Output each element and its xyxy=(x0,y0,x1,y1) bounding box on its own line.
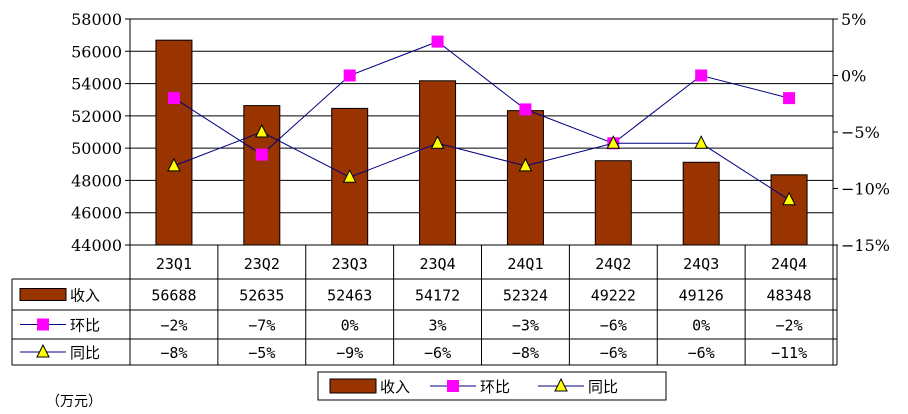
category-label: 23Q2 xyxy=(244,255,280,273)
square-point xyxy=(167,92,180,105)
data-label: 49126 xyxy=(679,287,724,305)
right-axis-tick-label: 5% xyxy=(841,10,866,29)
left-axis-tick-label: 50000 xyxy=(71,139,122,158)
data-label: 54172 xyxy=(415,287,460,305)
right-axis-tick-label: 0% xyxy=(841,67,866,86)
triangle-point xyxy=(255,123,269,138)
row-series-name: 环比 xyxy=(70,317,100,335)
left-axis-tick-label: 58000 xyxy=(71,10,122,29)
legend-label: 收入 xyxy=(380,378,410,396)
row-legend-bar xyxy=(19,288,67,301)
bar-24Q2 xyxy=(594,160,632,246)
data-label: −8% xyxy=(512,344,539,362)
data-label: 52324 xyxy=(503,287,548,305)
square-point xyxy=(695,69,708,82)
square-point xyxy=(519,103,532,116)
legend-label: 同比 xyxy=(588,378,618,396)
category-label: 24Q4 xyxy=(771,255,807,273)
left-axis-tick-label: 46000 xyxy=(71,204,122,223)
data-label: −6% xyxy=(688,344,715,362)
left-axis-tick-label: 44000 xyxy=(71,236,122,255)
data-label: −2% xyxy=(776,317,803,335)
data-label: 56688 xyxy=(151,287,196,305)
triangle-point xyxy=(782,191,796,206)
triangle-point xyxy=(430,135,445,149)
square-point xyxy=(255,148,268,161)
bar-24Q1 xyxy=(506,110,544,246)
left-axis-tick-label: 48000 xyxy=(71,171,122,190)
data-label: −7% xyxy=(248,317,275,335)
legend-bar-swatch xyxy=(329,378,377,394)
square-point xyxy=(783,92,796,105)
bar-23Q4 xyxy=(419,80,457,246)
data-label: −11% xyxy=(771,344,807,362)
triangle-point xyxy=(518,157,533,172)
data-label: 48348 xyxy=(766,287,811,305)
right-axis-tick-label: −10% xyxy=(841,180,890,199)
data-label: −6% xyxy=(424,344,451,362)
row-legend-triangle xyxy=(36,343,50,358)
series-line-2 xyxy=(173,131,790,201)
data-label: 3% xyxy=(429,317,447,335)
bar-23Q1 xyxy=(155,39,193,246)
data-label: 52463 xyxy=(327,287,372,305)
row-series-name: 收入 xyxy=(70,287,100,305)
series-line-1 xyxy=(173,41,790,156)
triangle-point xyxy=(606,135,621,149)
data-label: −3% xyxy=(512,317,539,335)
row-series-name: 同比 xyxy=(70,344,100,362)
legend-label: 环比 xyxy=(480,378,510,396)
data-label: −5% xyxy=(248,344,275,362)
left-axis-tick-label: 56000 xyxy=(71,42,122,61)
data-label: 0% xyxy=(341,317,359,335)
data-label: −6% xyxy=(600,317,627,335)
category-label: 23Q1 xyxy=(156,255,192,273)
triangle-point xyxy=(167,157,181,172)
legend-square-marker xyxy=(447,380,459,392)
left-axis-tick-label: 52000 xyxy=(71,107,122,126)
bar-24Q4 xyxy=(770,174,808,246)
triangle-point xyxy=(342,169,357,183)
category-label: 24Q2 xyxy=(595,255,631,273)
data-label: −6% xyxy=(600,344,627,362)
data-label: 49222 xyxy=(591,287,636,305)
legend-triangle-marker xyxy=(554,377,568,392)
category-label: 24Q3 xyxy=(683,255,719,273)
square-point xyxy=(343,69,356,82)
data-label: −2% xyxy=(160,317,187,335)
triangle-point xyxy=(694,135,708,149)
data-label: −8% xyxy=(160,344,187,362)
right-axis-tick-label: −15% xyxy=(841,236,890,255)
square-point xyxy=(431,35,444,48)
data-label: 52635 xyxy=(239,287,284,305)
category-label: 24Q1 xyxy=(507,255,543,273)
data-label: −9% xyxy=(336,344,363,362)
left-axis-tick-label: 54000 xyxy=(71,75,122,94)
data-label: 0% xyxy=(692,317,710,335)
category-label: 23Q3 xyxy=(332,255,368,273)
row-legend-square xyxy=(37,318,49,331)
bar-24Q3 xyxy=(682,161,720,246)
unit-label: （万元） xyxy=(46,394,102,410)
category-label: 23Q4 xyxy=(420,255,456,273)
right-axis-tick-label: −5% xyxy=(841,123,880,142)
